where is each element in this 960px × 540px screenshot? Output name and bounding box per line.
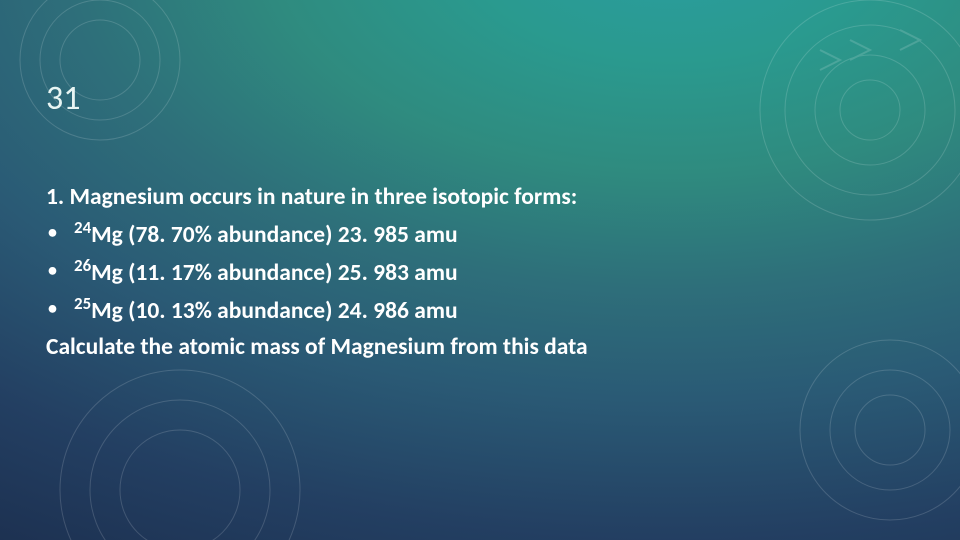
- slide-body: 1. Magnesium occurs in nature in three i…: [46, 180, 914, 366]
- bullet-icon: •: [46, 295, 74, 321]
- bullet-icon: •: [46, 257, 74, 283]
- isotope-text: 25Mg (10. 13% abundance) 24. 986 amu: [74, 292, 458, 328]
- isotope-row: • 24Mg (78. 70% abundance) 23. 985 amu: [46, 216, 914, 252]
- isotope-row: • 25Mg (10. 13% abundance) 24. 986 amu: [46, 292, 914, 328]
- final-line: Calculate the atomic mass of Magnesium f…: [46, 330, 914, 364]
- isotope-text: 26Mg (11. 17% abundance) 25. 983 amu: [74, 254, 458, 290]
- isotope-text: 24Mg (78. 70% abundance) 23. 985 amu: [74, 216, 458, 252]
- slide-number: 31: [46, 78, 80, 119]
- isotope-row: • 26Mg (11. 17% abundance) 25. 983 amu: [46, 254, 914, 290]
- intro-line: 1. Magnesium occurs in nature in three i…: [46, 180, 914, 214]
- bullet-icon: •: [46, 219, 74, 245]
- slide: 31 1. Magnesium occurs in nature in thre…: [0, 0, 960, 540]
